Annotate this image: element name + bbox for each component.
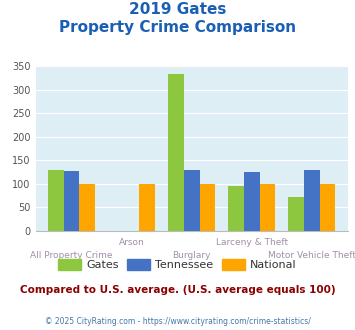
Text: Larceny & Theft: Larceny & Theft [216,238,288,247]
Bar [260,184,275,231]
Text: Motor Vehicle Theft: Motor Vehicle Theft [268,251,355,260]
Bar [244,172,260,231]
Text: All Property Crime: All Property Crime [30,251,113,260]
Bar [288,197,304,231]
Bar [304,170,320,231]
Bar [168,74,184,231]
Text: Compared to U.S. average. (U.S. average equals 100): Compared to U.S. average. (U.S. average … [20,285,335,295]
Bar [184,170,200,231]
Text: Property Crime Comparison: Property Crime Comparison [59,20,296,35]
Legend: Gates, Tennessee, National: Gates, Tennessee, National [54,255,301,275]
Text: Arson: Arson [119,238,144,247]
Text: © 2025 CityRating.com - https://www.cityrating.com/crime-statistics/: © 2025 CityRating.com - https://www.city… [45,317,310,326]
Bar [200,184,215,231]
Bar [48,170,64,231]
Bar [64,171,80,231]
Text: Burglary: Burglary [173,251,211,260]
Bar [80,184,95,231]
Bar [140,184,155,231]
Text: 2019 Gates: 2019 Gates [129,2,226,16]
Bar [320,184,335,231]
Bar [228,186,244,231]
